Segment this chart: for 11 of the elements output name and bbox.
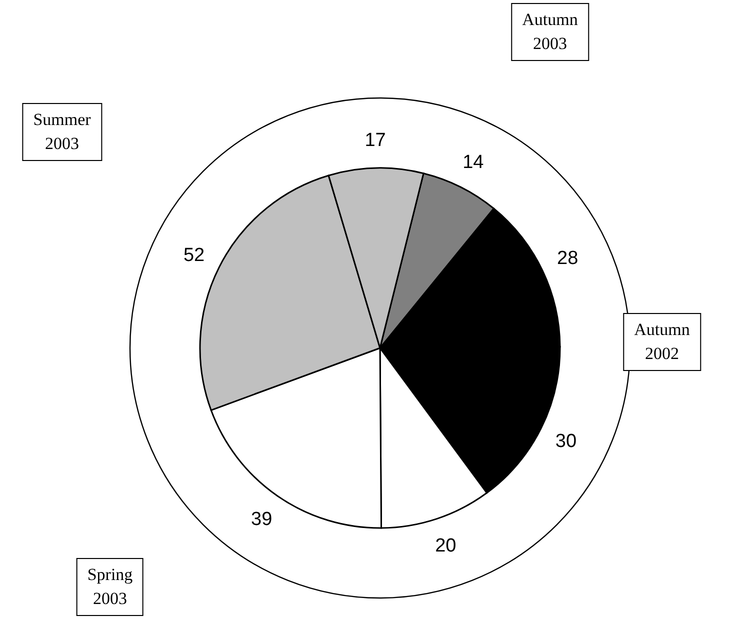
data-label: 52: [183, 244, 205, 266]
data-label: 17: [364, 130, 386, 152]
data-label: 14: [462, 152, 484, 174]
text: Autumn 2003: [511, 3, 589, 61]
text: Autumn 2002: [623, 313, 701, 371]
data-label: 30: [555, 431, 577, 452]
text: Summer 2003: [22, 103, 102, 161]
data-label: 28: [557, 248, 578, 270]
text: Spring 2003: [76, 558, 144, 616]
data-label: 39: [251, 509, 272, 530]
data-label: 20: [435, 535, 456, 556]
